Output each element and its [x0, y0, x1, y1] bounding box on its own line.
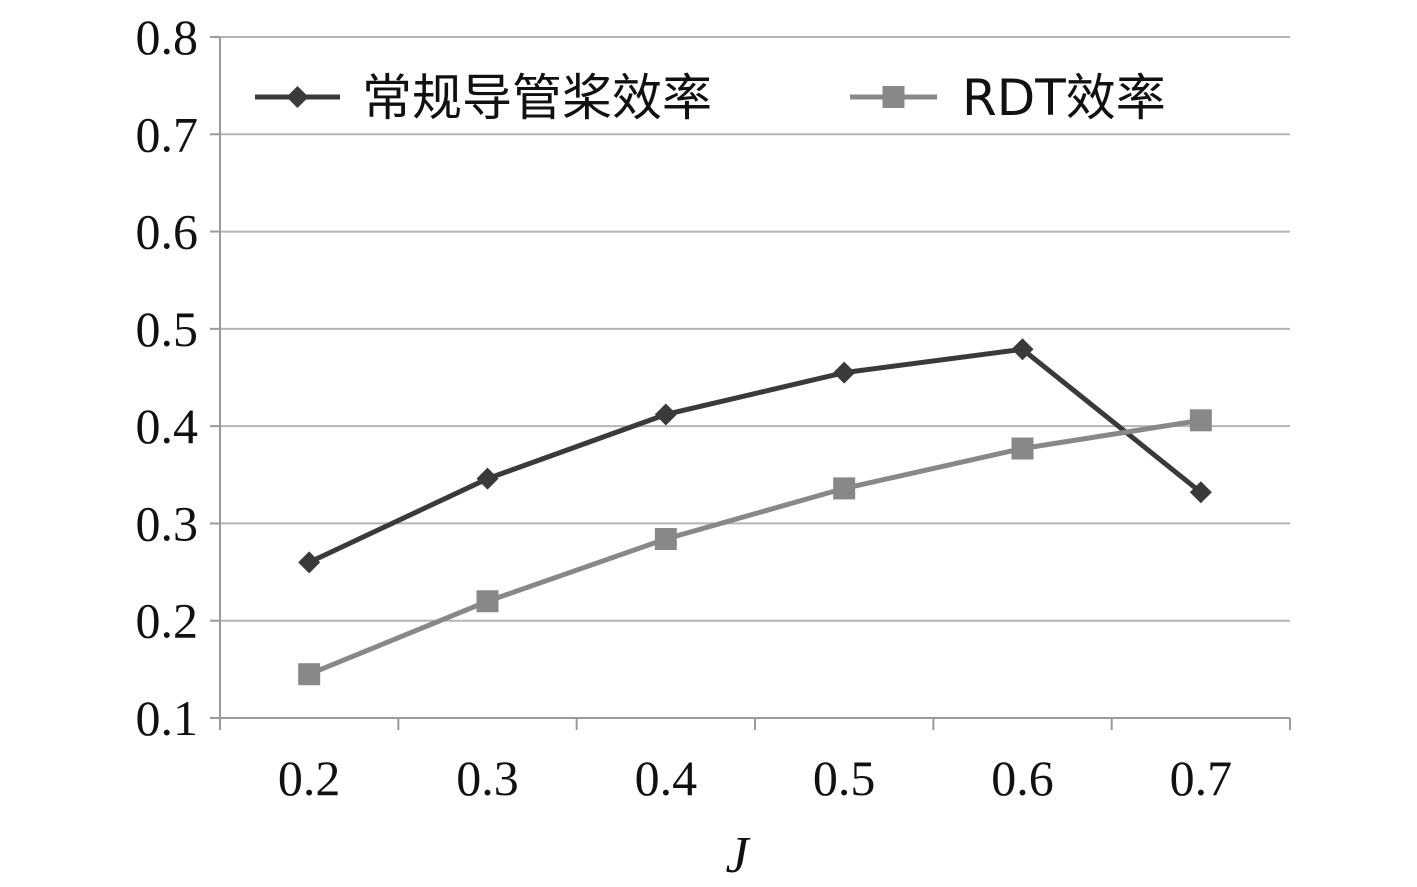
y-tick-label: 0.1 — [136, 690, 199, 746]
x-axis-title: J — [725, 827, 751, 884]
data-point — [654, 527, 677, 550]
axes-layer: 0.1 0.2 0.3 0.4 0.5 0.6 0.7 0.8 0.2 0.3 0.4 0.5 0.6 0… — [136, 9, 1291, 806]
legend-item-1: 常规导管桨效率 — [255, 69, 712, 127]
series-line-1 — [308, 346, 1203, 565]
data-point — [476, 590, 499, 613]
y-tick-label: 0.2 — [136, 593, 199, 649]
data-point — [1189, 481, 1212, 504]
legend-item-2: RDT效率 — [850, 69, 1166, 127]
data-point — [476, 467, 499, 490]
x-tick-label: 0.7 — [1170, 750, 1233, 806]
data-point — [298, 663, 321, 686]
series-2 — [298, 409, 1212, 686]
data-point — [1011, 338, 1034, 361]
series-layer — [298, 338, 1212, 686]
x-tick-label: 0.2 — [278, 750, 341, 806]
y-tick-label: 0.4 — [136, 398, 199, 454]
grid-layer — [220, 36, 1290, 622]
x-tick-label: 0.6 — [991, 750, 1054, 806]
legend-marker — [882, 86, 905, 108]
data-point — [654, 403, 677, 426]
legend-label: RDT效率 — [962, 69, 1166, 127]
data-point — [833, 477, 856, 500]
y-tick-label: 0.6 — [136, 204, 199, 260]
y-tick-label: 0.8 — [136, 9, 199, 65]
data-point — [298, 551, 321, 574]
data-point — [1189, 409, 1212, 432]
data-point — [1011, 437, 1034, 460]
y-tick-label: 0.5 — [136, 301, 199, 357]
x-tick-label: 0.5 — [813, 750, 876, 806]
x-tick-label: 0.4 — [635, 750, 698, 806]
legend-marker — [286, 86, 309, 108]
y-tick-label: 0.7 — [136, 106, 199, 162]
y-tick-label: 0.3 — [136, 495, 199, 551]
series-1 — [298, 338, 1212, 574]
data-point — [833, 361, 856, 384]
x-tick-label: 0.3 — [456, 750, 519, 806]
legend: 常规导管桨效率 RDT效率 — [255, 69, 1166, 127]
series-line-2 — [308, 417, 1202, 677]
legend-label: 常规导管桨效率 — [362, 69, 712, 127]
